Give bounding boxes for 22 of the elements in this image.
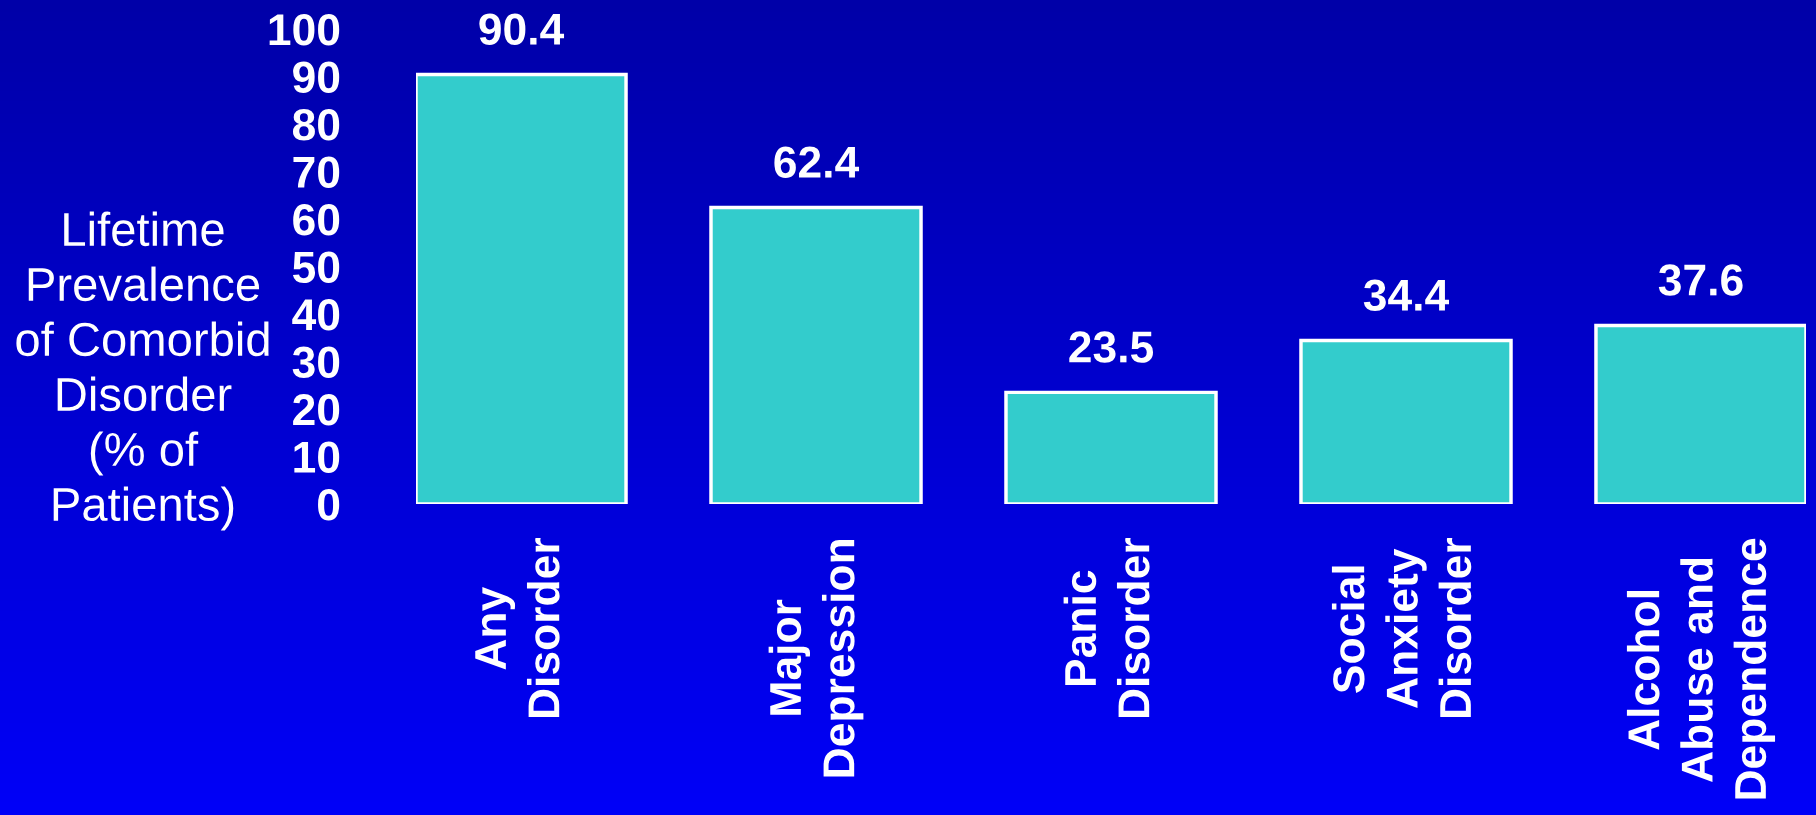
- y-axis-title: Lifetime Prevalence of Comorbid Disorder (% of Patients): [16, 211, 269, 531]
- x-tick-label: Panic Disorder: [1063, 538, 1150, 718]
- y-tick-label: 10: [294, 441, 340, 474]
- data-label: 34.4: [1363, 279, 1450, 312]
- y-tick-label: 100: [269, 14, 340, 46]
- y-tick-label: 30: [292, 346, 340, 379]
- x-tick-label: Social Anxiety Disorder: [1331, 538, 1472, 718]
- data-label: 23.5: [1069, 331, 1154, 363]
- y-tick-label: 70: [293, 156, 340, 189]
- x-tick-label: Any Disorder: [475, 538, 560, 718]
- x-tick-label: Alcohol Abuse and Dependence: [1626, 538, 1776, 799]
- y-tick-label: 60: [293, 204, 340, 236]
- x-tick-label: Major Depression: [768, 540, 864, 777]
- y-tick-label: 40: [292, 299, 340, 331]
- data-label: 62.4: [774, 146, 860, 178]
- data-label: 37.6: [1658, 264, 1743, 296]
- y-tick-label: 50: [292, 251, 340, 284]
- data-label: 90.4: [479, 13, 565, 45]
- y-tick-label: 90: [293, 61, 340, 94]
- y-tick-label: 20: [293, 394, 340, 426]
- y-tick-label: 80: [292, 109, 340, 141]
- y-tick-label: 0: [318, 489, 340, 521]
